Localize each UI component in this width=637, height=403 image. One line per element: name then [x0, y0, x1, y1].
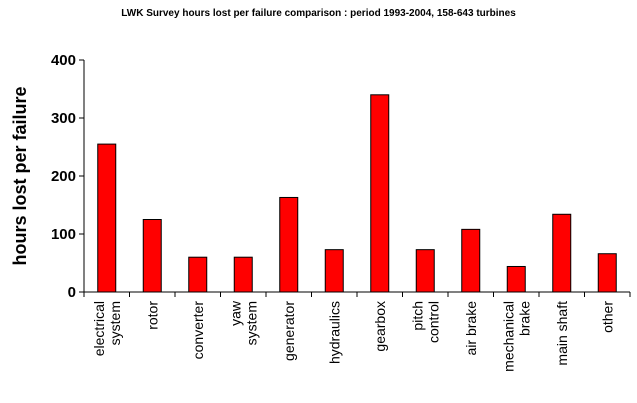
x-category-label: brake [516, 301, 532, 336]
x-category-label: yaw [227, 300, 243, 326]
bar [597, 253, 617, 293]
x-category-label: hydraulics [326, 301, 342, 364]
bar [233, 256, 253, 293]
y-tick-label: 200 [51, 168, 76, 185]
x-category-label: mechanical [500, 301, 516, 372]
bar [188, 256, 208, 293]
bar [279, 196, 299, 293]
bar [97, 143, 117, 293]
y-tick-labels: 0 100 200 300 400 [51, 52, 76, 301]
y-tick-label: 400 [51, 52, 76, 69]
bar [552, 213, 572, 293]
x-category-label: control [425, 301, 441, 343]
x-category-label: generator [281, 301, 297, 361]
x-category-label: electrical [91, 301, 107, 356]
x-category-label: gearbox [372, 301, 388, 352]
x-category-label: air brake [463, 301, 479, 356]
bar [370, 94, 390, 293]
chart-axes [79, 59, 631, 297]
y-tick-label: 0 [68, 284, 76, 301]
chart-title: LWK Survey hours lost per failure compar… [121, 8, 516, 19]
x-category-label: rotor [144, 301, 160, 330]
y-tick-label: 300 [51, 110, 76, 127]
y-tick-label: 100 [51, 226, 76, 243]
x-category-label: pitch [409, 301, 425, 331]
bar [461, 228, 481, 293]
bar [506, 265, 526, 293]
bar [324, 249, 344, 293]
y-axis-title: hours lost per failure [10, 86, 30, 265]
bar [415, 249, 435, 293]
x-category-label: other [599, 301, 615, 333]
x-category-labels: electrical system rotor converter yaw system g… [91, 300, 616, 372]
x-category-label: main shaft [554, 301, 570, 366]
bar [142, 219, 162, 293]
x-category-label: converter [190, 301, 206, 360]
x-category-label: system [243, 301, 259, 345]
x-category-label: system [107, 301, 123, 345]
chart-bars [97, 94, 617, 293]
